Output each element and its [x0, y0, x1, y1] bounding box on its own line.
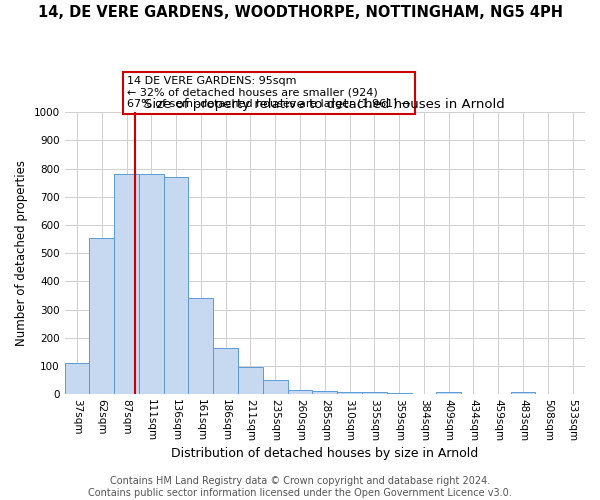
- Bar: [337, 392, 362, 394]
- Y-axis label: Number of detached properties: Number of detached properties: [15, 160, 28, 346]
- Bar: [213, 348, 238, 395]
- Bar: [89, 238, 114, 394]
- Bar: [362, 392, 387, 394]
- Bar: [114, 174, 139, 394]
- Text: Contains HM Land Registry data © Crown copyright and database right 2024.
Contai: Contains HM Land Registry data © Crown c…: [88, 476, 512, 498]
- Bar: [188, 298, 213, 394]
- Bar: [139, 174, 164, 394]
- Bar: [287, 390, 313, 394]
- Bar: [511, 392, 535, 394]
- X-axis label: Distribution of detached houses by size in Arnold: Distribution of detached houses by size …: [171, 447, 478, 460]
- Title: Size of property relative to detached houses in Arnold: Size of property relative to detached ho…: [145, 98, 505, 111]
- Bar: [164, 177, 188, 394]
- Bar: [65, 362, 89, 394]
- Text: 14, DE VERE GARDENS, WOODTHORPE, NOTTINGHAM, NG5 4PH: 14, DE VERE GARDENS, WOODTHORPE, NOTTING…: [37, 5, 563, 20]
- Bar: [238, 367, 263, 394]
- Bar: [313, 391, 337, 394]
- Bar: [263, 380, 287, 394]
- Text: 14 DE VERE GARDENS: 95sqm
← 32% of detached houses are smaller (924)
67% of semi: 14 DE VERE GARDENS: 95sqm ← 32% of detac…: [127, 76, 411, 109]
- Bar: [387, 393, 412, 394]
- Bar: [436, 392, 461, 394]
